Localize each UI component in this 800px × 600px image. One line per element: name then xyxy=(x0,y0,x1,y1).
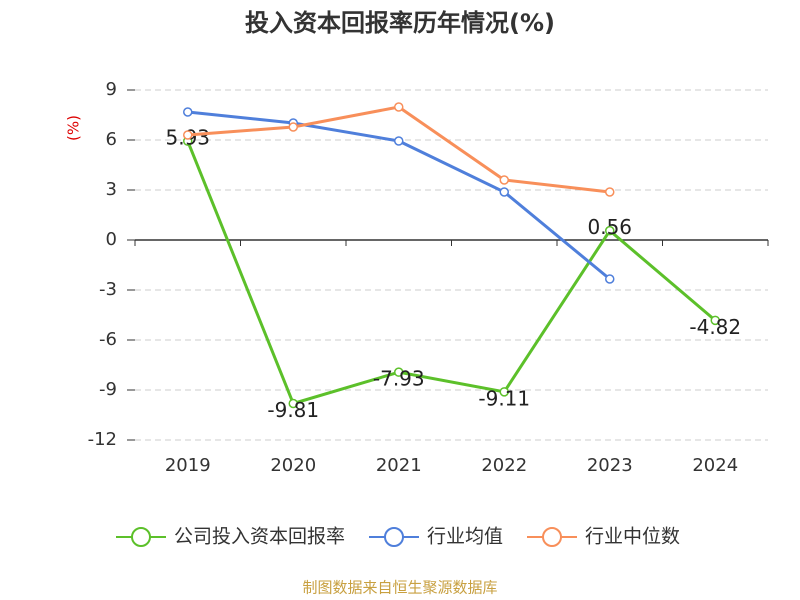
y-tick-label: 0 xyxy=(106,229,117,250)
legend-label: 行业中位数 xyxy=(585,526,680,548)
legend-label: 公司投入资本回报率 xyxy=(174,526,345,548)
point xyxy=(394,367,404,377)
x-tick-label: 2021 xyxy=(376,455,422,476)
point xyxy=(183,107,193,117)
y-tick-label: -3 xyxy=(99,279,117,300)
source-note: 制图数据来自恒生聚源数据库 xyxy=(302,579,497,597)
legend-label: 行业均值 xyxy=(427,526,503,548)
legend-marker xyxy=(131,527,151,547)
y-axis-label: (%) xyxy=(65,115,83,141)
point xyxy=(605,274,615,284)
x-tick-label: 2019 xyxy=(165,455,211,476)
data-label: 0.56 xyxy=(587,215,632,239)
data-label: -9.81 xyxy=(267,398,319,422)
x-tick-label: 2022 xyxy=(481,455,527,476)
chart-title: 投入资本回报率历年情况(%) xyxy=(245,9,555,37)
data-label: -9.11 xyxy=(478,386,530,410)
legend-marker xyxy=(542,527,562,547)
y-tick-label: 9 xyxy=(106,79,117,100)
data-label: -7.93 xyxy=(373,367,425,391)
point xyxy=(499,175,509,185)
legend-marker xyxy=(384,527,404,547)
y-tick-label: 6 xyxy=(106,129,117,150)
point xyxy=(394,136,404,146)
point xyxy=(710,315,720,326)
x-tick-label: 2024 xyxy=(692,455,738,476)
series-line xyxy=(186,140,717,406)
x-tick-label: 2023 xyxy=(587,455,633,476)
point xyxy=(605,187,615,197)
point xyxy=(605,225,615,236)
point xyxy=(499,187,509,197)
point xyxy=(499,387,509,397)
y-tick-label: -9 xyxy=(99,379,117,400)
point xyxy=(288,398,298,409)
y-tick-label: -6 xyxy=(99,329,117,350)
point xyxy=(394,102,404,112)
y-tick-label: -12 xyxy=(88,429,117,450)
y-tick-label: 3 xyxy=(106,179,117,200)
point xyxy=(288,122,298,132)
data-label: -4.82 xyxy=(689,315,741,339)
point xyxy=(183,130,193,140)
x-tick-label: 2020 xyxy=(270,455,316,476)
